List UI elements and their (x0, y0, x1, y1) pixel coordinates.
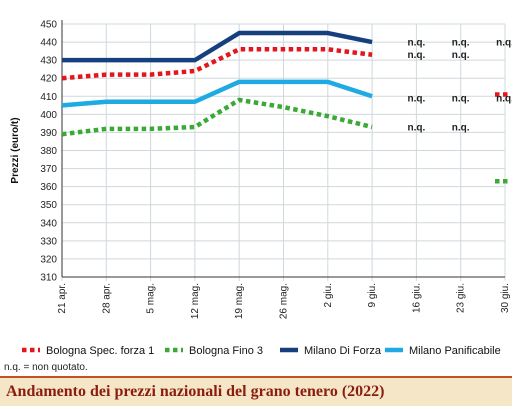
nq-annotation: n.q. (452, 94, 470, 105)
price-chart: 310 320 330 340 350 360 370 380 390 400 410 420 430 4… (0, 0, 512, 376)
nq-annotation: n.q. (496, 94, 512, 105)
legend-label-1: Bologna Spec. forza 1 (46, 345, 154, 357)
y-tick-label: 360 (40, 182, 57, 193)
legend-label-4: Milano Panificabile (409, 345, 501, 357)
x-tick-label: 30 giu. (500, 283, 511, 313)
x-tick-label: 16 giu. (411, 283, 422, 313)
y-tick-label: 420 (40, 74, 57, 85)
x-tick-label: 12 mag. (190, 283, 201, 319)
y-tick-label: 390 (40, 128, 57, 139)
y-tick-label: 380 (40, 146, 57, 157)
series-line-3 (62, 30, 373, 63)
nq-annotation: n.q. (452, 38, 470, 49)
chart-title: Andamento dei prezzi nazionali del grano… (6, 383, 385, 400)
legend: Bologna Spec. forza 1 Bologna Fino 3 Milan… (22, 345, 501, 357)
y-axis-label: Prezzi (euro/t) (10, 117, 21, 183)
y-tick-label: 350 (40, 200, 57, 211)
x-tick-label: 9 giu. (367, 283, 378, 307)
legend-label-3: Milano Di Forza (304, 345, 382, 357)
series-line-1 (61, 47, 373, 81)
nq-annotation: n.q. (408, 38, 426, 49)
series-line-4 (61, 79, 373, 108)
series-layer (61, 30, 511, 184)
annotations: n.q.n.q.n.q.n.q.n.q.n.q.n.q.n.q.n.q.n.q. (408, 38, 512, 134)
nq-annotation: n.q. (496, 38, 512, 49)
x-tick-label: 5 mag. (146, 283, 157, 314)
x-tick-label: 26 mag. (279, 283, 290, 319)
y-tick-label: 430 (40, 56, 57, 67)
footnote: n.q. = non quotato. (4, 362, 88, 373)
y-tick-label: 450 (40, 20, 57, 31)
axes: 310 320 330 340 350 360 370 380 390 400 410 420 430 4… (10, 20, 511, 320)
nq-annotation: n.q. (452, 123, 470, 134)
series-line-2 (61, 97, 373, 137)
y-tick-label: 370 (40, 164, 57, 175)
nq-annotation: n.q. (408, 94, 426, 105)
x-tick-label: 19 mag. (234, 283, 245, 319)
nq-annotation: n.q. (408, 50, 426, 61)
x-tick-label: 28 apr. (101, 283, 112, 314)
y-tick-label: 320 (40, 254, 57, 265)
nq-annotation: n.q. (452, 50, 470, 61)
y-tick-label: 340 (40, 218, 57, 229)
plot-background (0, 0, 512, 376)
nq-annotation: n.q. (408, 123, 426, 134)
y-tick-label: 310 (40, 273, 57, 284)
y-tick-label: 410 (40, 92, 57, 103)
title-bar: Andamento dei prezzi nazionali del grano… (0, 376, 512, 406)
legend-label-2: Bologna Fino 3 (189, 345, 263, 357)
grid (61, 23, 506, 281)
x-tick-label: 21 apr. (57, 283, 68, 314)
x-tick-label: 2 giu. (323, 283, 334, 307)
y-tick-label: 330 (40, 236, 57, 247)
x-tick-label: 23 giu. (456, 283, 467, 313)
y-tick-label: 400 (40, 110, 57, 121)
y-tick-label: 440 (40, 38, 57, 49)
